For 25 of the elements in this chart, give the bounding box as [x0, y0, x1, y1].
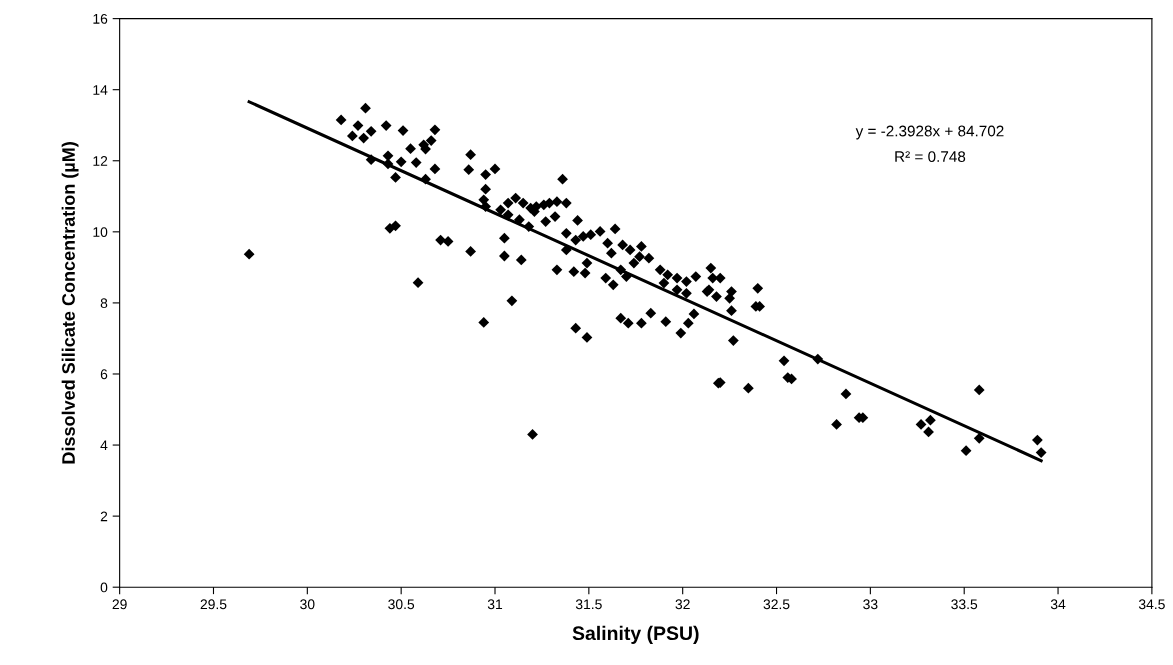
- y-axis-title: Dissolved Silicate Concentration (µM): [61, 142, 79, 464]
- y-tick-label: 10: [93, 227, 108, 237]
- x-tick-label: 34.5: [1138, 599, 1165, 610]
- x-tick-label: 33.5: [951, 599, 978, 610]
- y-tick-label: 0: [100, 582, 108, 593]
- y-tick-label: 14: [93, 85, 108, 95]
- annotation: y = -2.3928x + 84.702: [855, 125, 1004, 140]
- x-tick-label: 30: [300, 599, 315, 610]
- annotation: R² = 0.748: [895, 151, 966, 163]
- x-tick-label: 34: [1050, 599, 1066, 610]
- x-tick-label: 31.5: [575, 599, 602, 610]
- x-tick-label: 29: [112, 599, 127, 610]
- y-tick-label: 16: [93, 13, 108, 24]
- x-tick-label: 33: [863, 599, 878, 610]
- x-tick-label: 31: [487, 599, 503, 610]
- y-tick-label: 4: [100, 440, 108, 451]
- y-tick-label: 12: [93, 156, 108, 166]
- x-tick-label: 32: [675, 599, 690, 610]
- x-tick-label: 29.5: [200, 599, 227, 610]
- y-tick-label: 8: [100, 298, 108, 309]
- x-tick-label: 32.5: [763, 599, 790, 610]
- x-axis-title: Salinity (PSU): [572, 625, 699, 644]
- x-tick-label: 30.5: [388, 599, 415, 610]
- y-tick-label: 6: [100, 369, 108, 380]
- y-tick-label: 2: [100, 511, 108, 522]
